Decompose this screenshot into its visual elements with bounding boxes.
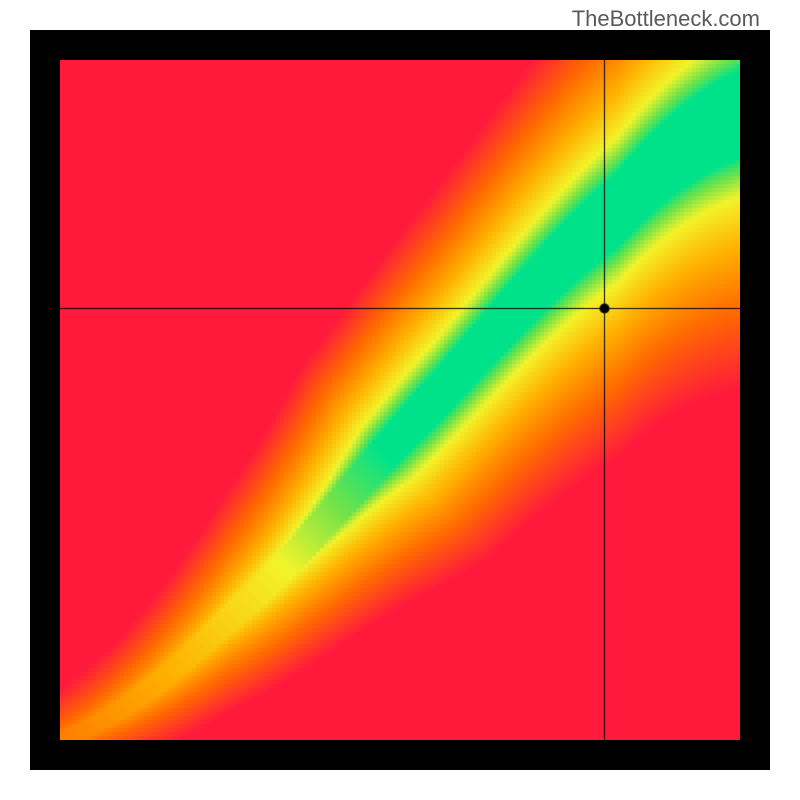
root: TheBottleneck.com [0, 0, 800, 800]
plot-frame [30, 30, 770, 770]
heatmap-region [60, 60, 740, 740]
attribution-text: TheBottleneck.com [572, 6, 760, 32]
bottleneck-heatmap-canvas [60, 60, 740, 740]
